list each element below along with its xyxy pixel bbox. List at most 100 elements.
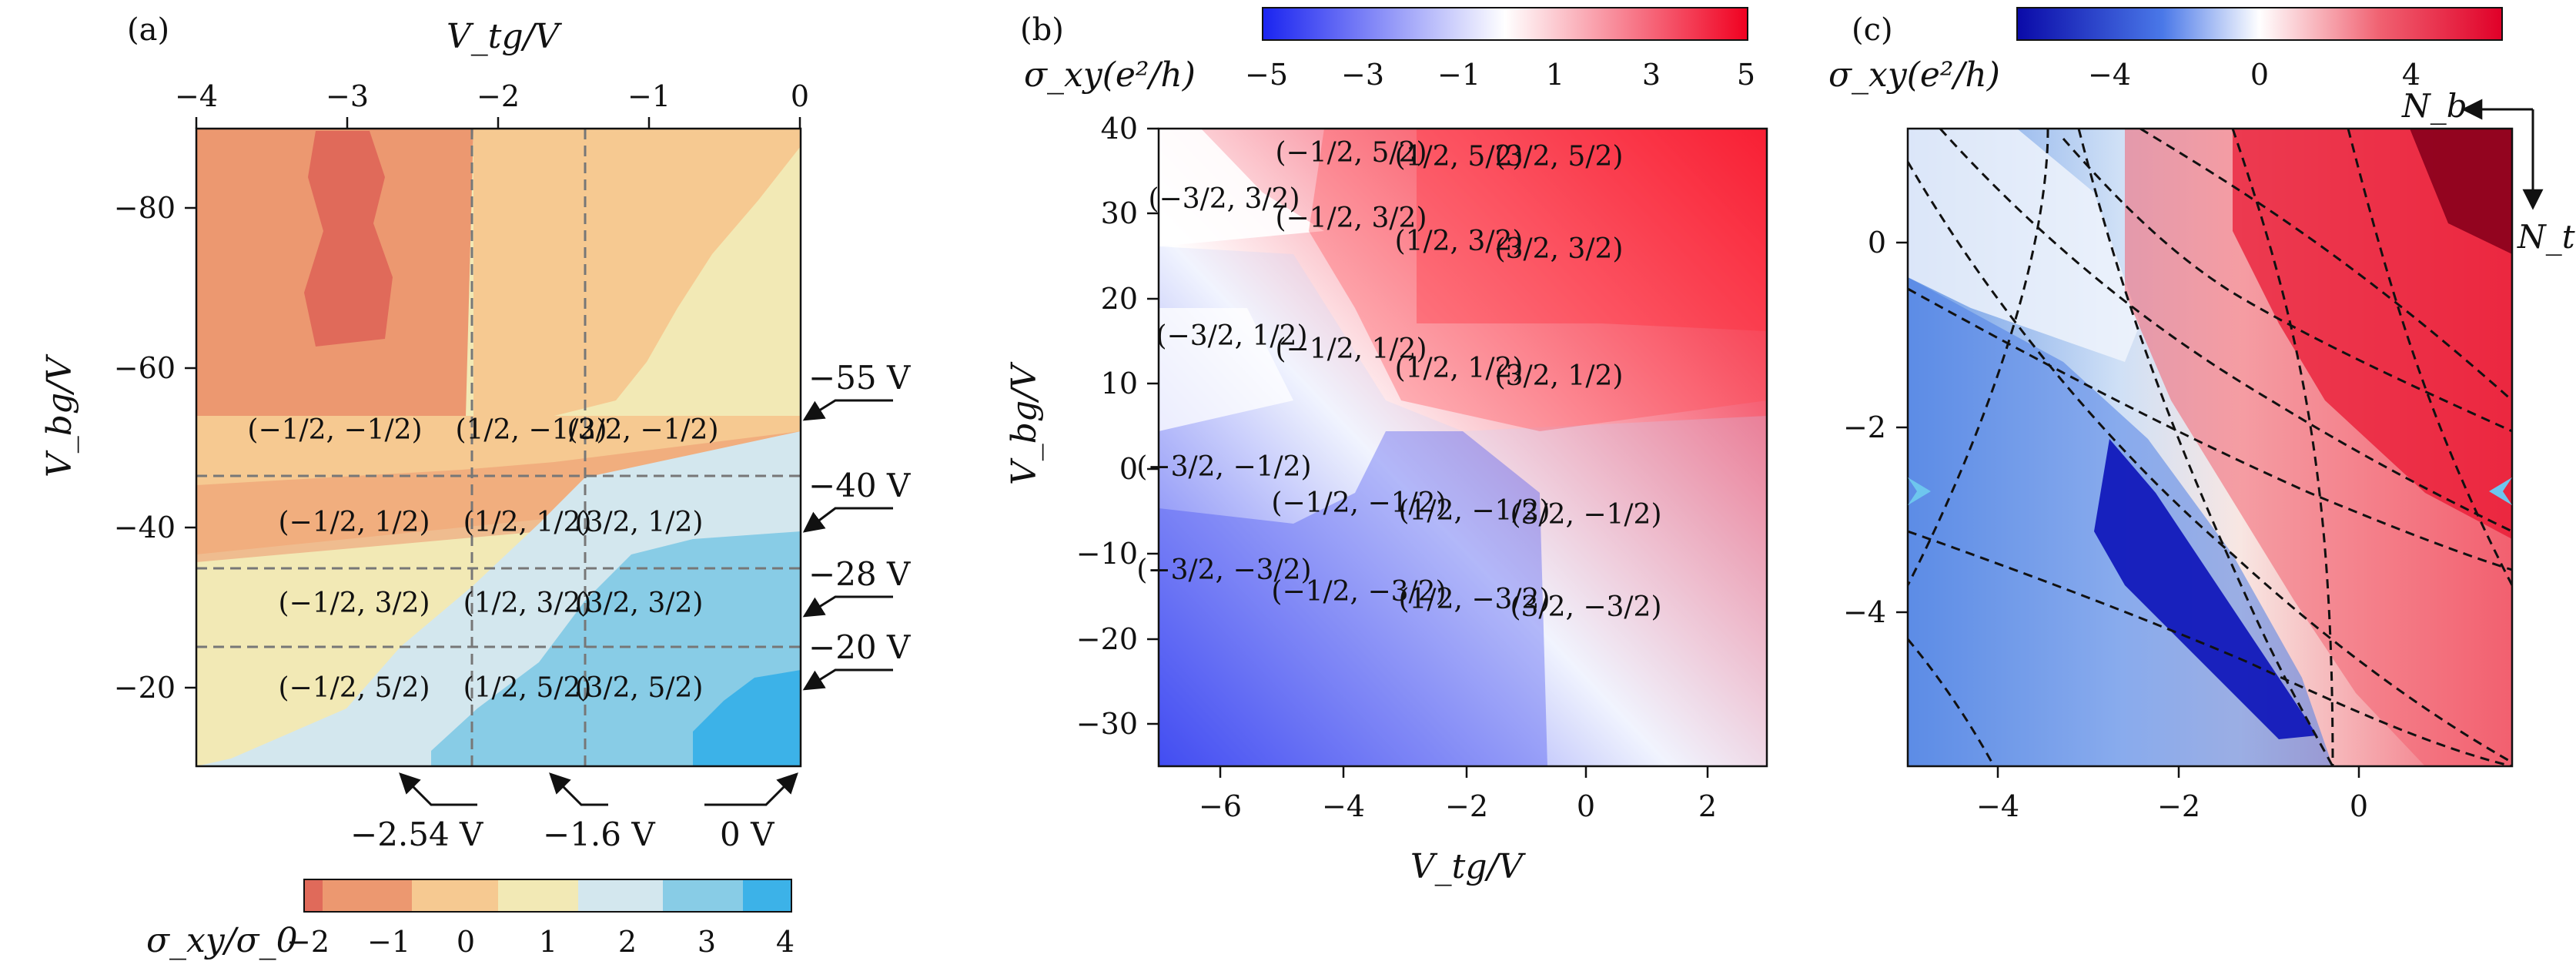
tick-label: 0 [2350,789,2368,823]
region-label: (3/2, 5/2) [1495,141,1624,172]
dashed-line [2077,129,2334,766]
tick-label: 40 [1101,112,1138,146]
panel-c-colorbar: σ_xy(e²/h) −4 0 4 [1828,7,2503,95]
tick-label: 3 [698,925,716,959]
panel-c-direction-arrows: N_b N_t [2401,87,2575,256]
tick-label: −3 [1341,58,1384,92]
region-label: (−1/2, 3/2) [278,588,430,619]
region-label: (−1/2, −1/2) [1271,487,1446,519]
dashed-line [1908,530,2512,766]
tick-label: 3 [1642,58,1661,92]
tick-label: 2 [1698,789,1717,823]
region-label: (3/2, 3/2) [575,588,704,619]
region-label: (−3/2, −3/2) [1136,554,1311,586]
panel-c-frame [1906,127,2514,768]
panel-c-x-ticks: −4 −2 0 [1976,766,2368,823]
region-label: (3/2, 1/2) [575,507,704,538]
arrow-label: −55 V [808,359,911,397]
tick-label: −60 [114,351,176,385]
tick-label: −4 [1843,595,1886,629]
tick-label: −2 [1843,410,1886,444]
tick-label: 20 [1101,282,1138,316]
region-label: (3/2, 1/2) [1495,360,1624,392]
region-level-minus2 [304,131,393,347]
region-label: (−1/2, 3/2) [1275,203,1427,234]
panel-a-x-ticks: −4 −3 −2 −1 0 [175,79,809,129]
panel-c-y-ticks: 0 −2 −4 [1843,226,1908,629]
dashed-line [2347,129,2512,586]
arrow-label: −2.54 V [350,816,483,853]
arrow-label: 0 V [720,816,774,853]
tick-label: 10 [1101,367,1138,400]
panel-b-y-label: V_bg/V [1005,361,1044,485]
panel-a-x-label: V_tg/V [447,17,562,56]
panel-a-y-ticks: −80 −60 −40 −20 [114,191,196,705]
panel-b-heatmap [1159,129,1767,766]
region-label: (1/2, −3/2) [1398,584,1550,615]
panel-b-x-ticks: −6 −4 −2 0 2 V_tg/V [1199,766,1717,886]
dashed-line [1908,129,2049,586]
region-label: (−1/2, 5/2) [278,672,430,704]
region-label: (−1/2, 1/2) [1275,333,1427,365]
tick-label: −20 [1076,622,1138,656]
marker-left [1908,477,1931,505]
panel-b-x-label: V_tg/V [1410,847,1526,886]
tick-label: −6 [1199,789,1242,823]
dashed-line [2062,138,2512,433]
tick-label: 4 [2402,58,2420,92]
tick-label: −4 [2088,58,2131,92]
panel-c-heatmap [1908,129,2512,766]
panel-a-voltage-arrows: −55 V −40 V −28 V −20 V −2.54 V −1.6 V 0… [350,359,911,853]
arrow-label: −28 V [808,555,911,593]
region-label: (1/2, −1/2) [455,414,607,446]
region-label: (3/2, 5/2) [575,672,704,704]
tick-label: −1 [627,79,671,113]
tick-label: −4 [1976,789,2019,823]
dashed-line [2231,129,2334,766]
panel-a-heatmap [196,129,801,766]
colorbar-label: σ_xy(e²/h) [1828,55,2000,95]
region-label: (1/2, 5/2) [463,672,592,704]
tick-label: −4 [175,79,218,113]
tick-label: −30 [1076,707,1138,741]
panel-b-frame [1157,127,1768,768]
region-label: (−1/2, −1/2) [247,414,422,446]
tick-label: 30 [1101,196,1138,230]
region-label: (1/2, 3/2) [1395,226,1524,257]
region-label: (1/2, 1/2) [1395,353,1524,384]
tick-label: −2 [1445,789,1488,823]
dashed-line [1908,161,2512,764]
tick-label: 0 [1868,226,1886,260]
region-label: (−3/2, 1/2) [1156,320,1307,352]
tick-label: 0 [457,925,475,959]
panel-b: (b) σ_xy(e²/h) −5 −3 −1 1 3 5 (−3/2, 3/2… [1005,7,1768,886]
panel-b-label: (b) [1020,12,1064,48]
region-label: (3/2, −1/2) [1510,499,1661,531]
marker-right [2489,477,2512,505]
region-label: (−3/2, −1/2) [1136,451,1311,483]
panel-a-y-label: V_bg/V [40,353,79,477]
tick-label: 0 [1119,452,1138,486]
panel-a-label: (a) [127,12,169,48]
region-level-3 [431,531,801,766]
region-label: (1/2, 1/2) [463,507,592,538]
panel-c: (c) σ_xy(e²/h) −4 0 4 [1828,7,2575,823]
colorbar-label: σ_xy(e²/h) [1024,55,1196,95]
tick-label: −20 [114,671,176,705]
tick-label: 1 [1546,58,1564,92]
tick-label: −40 [114,511,176,544]
panel-a: (a) V_tg/V V_bg/V (−1/2, −1/2) (1/2, −1/… [40,12,911,960]
dashed-line [1939,129,2512,533]
tick-label: −4 [1322,789,1365,823]
tick-label: 0 [791,79,809,113]
panel-b-colorbar: σ_xy(e²/h) −5 −3 −1 1 3 5 [1024,7,1755,95]
region-level-4 [693,670,801,766]
tick-label: −3 [326,79,369,113]
tick-label: −1 [1437,58,1480,92]
tick-label: 2 [618,925,637,959]
region-label: (3/2, 3/2) [1495,233,1624,265]
region-label: (3/2, −1/2) [567,414,718,446]
dashed-line [1908,638,1996,766]
tick-label: 4 [776,925,795,959]
